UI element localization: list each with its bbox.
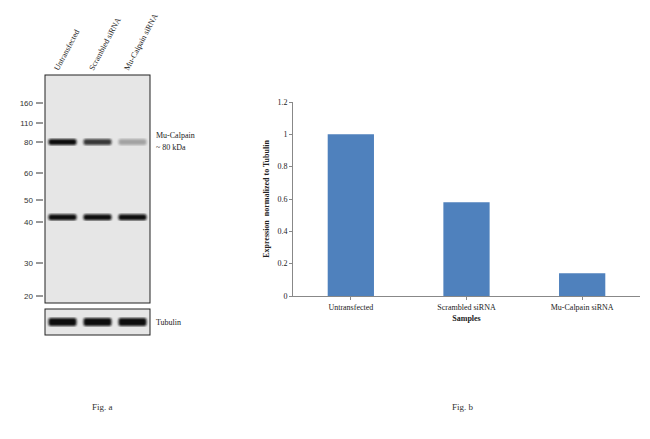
svg-text:Expression normalized to Tubu: Expression normalized to Tubulin bbox=[262, 140, 271, 258]
svg-text:Mu-Calpain siRNA: Mu-Calpain siRNA bbox=[122, 12, 160, 72]
svg-text:60: 60 bbox=[24, 169, 33, 178]
svg-text:160: 160 bbox=[20, 99, 34, 108]
svg-text:Untransfected: Untransfected bbox=[328, 303, 373, 312]
svg-text:Mu-Calpain: Mu-Calpain bbox=[156, 131, 195, 140]
html-text:Fig. b: Fig. b bbox=[452, 402, 473, 412]
svg-text:20: 20 bbox=[24, 292, 33, 301]
svg-text:0.4: 0.4 bbox=[277, 227, 287, 236]
svg-text:1: 1 bbox=[283, 130, 287, 139]
svg-text:1.2: 1.2 bbox=[277, 98, 287, 107]
svg-text:Scrambled siRNA: Scrambled siRNA bbox=[87, 16, 122, 72]
svg-text:40: 40 bbox=[24, 218, 33, 227]
svg-text:30: 30 bbox=[24, 259, 33, 268]
svg-text:Untransfected: Untransfected bbox=[52, 28, 81, 72]
svg-text:~ 80 kDa: ~ 80 kDa bbox=[156, 143, 186, 152]
svg-text:Samples: Samples bbox=[452, 314, 480, 323]
svg-text:0: 0 bbox=[283, 292, 287, 301]
svg-text:Mu-Calpain siRNA: Mu-Calpain siRNA bbox=[551, 303, 614, 312]
svg-text:0.2: 0.2 bbox=[277, 259, 287, 268]
svg-text:0.8: 0.8 bbox=[277, 162, 287, 171]
svg-text:Tubulin: Tubulin bbox=[156, 318, 181, 327]
html-text:Fig. a: Fig. a bbox=[92, 402, 113, 412]
svg-text:110: 110 bbox=[20, 119, 33, 128]
svg-text:0.6: 0.6 bbox=[277, 195, 287, 204]
svg-text:80: 80 bbox=[24, 138, 33, 147]
svg-text:50: 50 bbox=[24, 196, 33, 205]
svg-text:Scrambled siRNA: Scrambled siRNA bbox=[437, 303, 496, 312]
